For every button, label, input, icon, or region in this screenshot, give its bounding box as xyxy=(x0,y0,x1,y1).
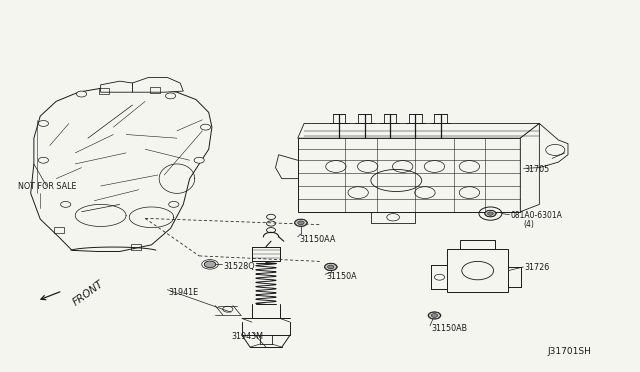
Circle shape xyxy=(328,265,334,269)
Polygon shape xyxy=(520,124,540,212)
Circle shape xyxy=(38,157,49,163)
Polygon shape xyxy=(298,138,520,212)
Polygon shape xyxy=(460,240,495,249)
Text: 31705: 31705 xyxy=(525,165,550,174)
Polygon shape xyxy=(100,81,132,92)
Polygon shape xyxy=(31,87,212,251)
Text: (4): (4) xyxy=(524,220,534,229)
Circle shape xyxy=(169,202,179,207)
Bar xyxy=(131,244,141,250)
Circle shape xyxy=(76,91,86,97)
Text: 31150AA: 31150AA xyxy=(300,235,336,244)
Circle shape xyxy=(324,263,337,270)
Circle shape xyxy=(38,121,49,126)
Circle shape xyxy=(200,124,211,130)
Text: 31528Q: 31528Q xyxy=(223,262,255,271)
Polygon shape xyxy=(298,124,540,138)
Polygon shape xyxy=(132,77,183,92)
Circle shape xyxy=(124,86,134,92)
Circle shape xyxy=(204,261,216,268)
Circle shape xyxy=(194,157,204,163)
Circle shape xyxy=(166,93,175,99)
Circle shape xyxy=(428,312,441,319)
Text: FRONT: FRONT xyxy=(71,279,106,308)
Bar xyxy=(150,87,160,93)
Text: 31726: 31726 xyxy=(525,263,550,272)
Text: 081A0-6301A: 081A0-6301A xyxy=(511,211,563,220)
Text: J31701SH: J31701SH xyxy=(548,347,591,356)
Bar xyxy=(54,227,65,233)
Circle shape xyxy=(294,219,307,227)
Circle shape xyxy=(61,202,71,207)
Text: 31150A: 31150A xyxy=(326,272,357,280)
Bar xyxy=(99,88,109,94)
Polygon shape xyxy=(447,249,508,292)
Circle shape xyxy=(484,210,496,217)
Text: 31943M: 31943M xyxy=(231,331,263,341)
Circle shape xyxy=(298,221,304,225)
Circle shape xyxy=(431,314,438,317)
Text: 31150AB: 31150AB xyxy=(431,324,467,333)
Circle shape xyxy=(488,212,493,215)
Text: NOT FOR SALE: NOT FOR SALE xyxy=(18,182,76,190)
Text: 31941E: 31941E xyxy=(169,288,199,297)
